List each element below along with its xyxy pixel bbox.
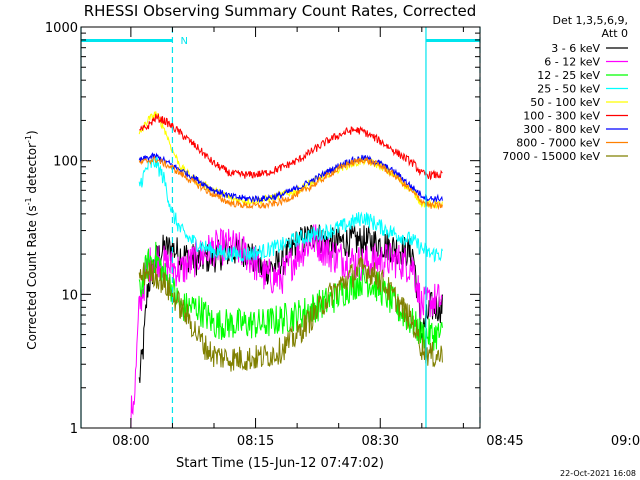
x-tick-label: 08:00: [112, 434, 149, 449]
legend-label-800-7000-kev: 800 - 7000 keV: [516, 137, 600, 150]
series-line-7000-15000-kev: [138, 254, 443, 372]
legend-label-50-100-kev: 50 - 100 keV: [530, 96, 600, 109]
y-tick-label: 100: [53, 155, 78, 170]
y-axis-ticks: 1 10 100 1000: [45, 21, 480, 437]
x-tick-label: 08:45: [486, 434, 523, 449]
y-tick-label: 10: [61, 288, 78, 303]
series-line-300-800-kev: [138, 152, 443, 204]
legend-label-12-25-kev: 12 - 25 keV: [537, 69, 600, 82]
y-axis-label: Corrected Count Rate (s-1 detector-1): [24, 130, 39, 349]
night-bar: [425, 39, 480, 42]
series-layer: [130, 111, 443, 428]
y-tick-label: 1: [70, 422, 78, 437]
night-label: N: [180, 36, 187, 47]
x-axis-label: Start Time (15-Jun-12 07:47:02): [176, 456, 384, 471]
x-tick-label: 08:30: [362, 434, 399, 449]
series-line-100-300-kev: [139, 112, 443, 181]
y-axis-label-end: ): [25, 130, 39, 135]
series-line-6-12-kev: [130, 224, 443, 428]
legend-label-100-300-kev: 100 - 300 keV: [523, 110, 600, 123]
y-axis-label-mid: detector: [25, 143, 39, 198]
legend-label-25-50-kev: 25 - 50 keV: [537, 83, 600, 96]
plot-frame: [80, 26, 481, 429]
legend-header-line-2: Att 0: [602, 27, 628, 40]
legend-label-3-6-kev: 3 - 6 keV: [551, 42, 600, 55]
series-line-800-7000-kev: [138, 155, 443, 211]
night-bar: [81, 39, 173, 42]
x-tick-label: 09:00: [611, 434, 640, 449]
y-axis-label-sup: -1: [24, 197, 33, 205]
y-axis-label-main: Corrected Count Rate (s: [25, 205, 39, 349]
y-tick-label: 1000: [45, 21, 78, 36]
series-line-12-25-kev: [138, 241, 443, 351]
y-axis-label-sup2: -1: [24, 135, 33, 143]
legend-label-7000-15000-kev: 7000 - 15000 keV: [502, 150, 600, 163]
footer-timestamp: 22-Oct-2021 16:08: [560, 469, 636, 478]
x-tick-label: 08:15: [237, 434, 274, 449]
legend-header-line-1: Det 1,3,5,6,9,: [552, 14, 628, 27]
series-line-25-50-kev: [138, 155, 443, 263]
legend-label-6-12-kev: 6 - 12 keV: [544, 56, 600, 69]
chart-title: RHESSI Observing Summary Count Rates, Co…: [84, 2, 477, 20]
legend-label-300-800-kev: 300 - 800 keV: [523, 123, 600, 136]
